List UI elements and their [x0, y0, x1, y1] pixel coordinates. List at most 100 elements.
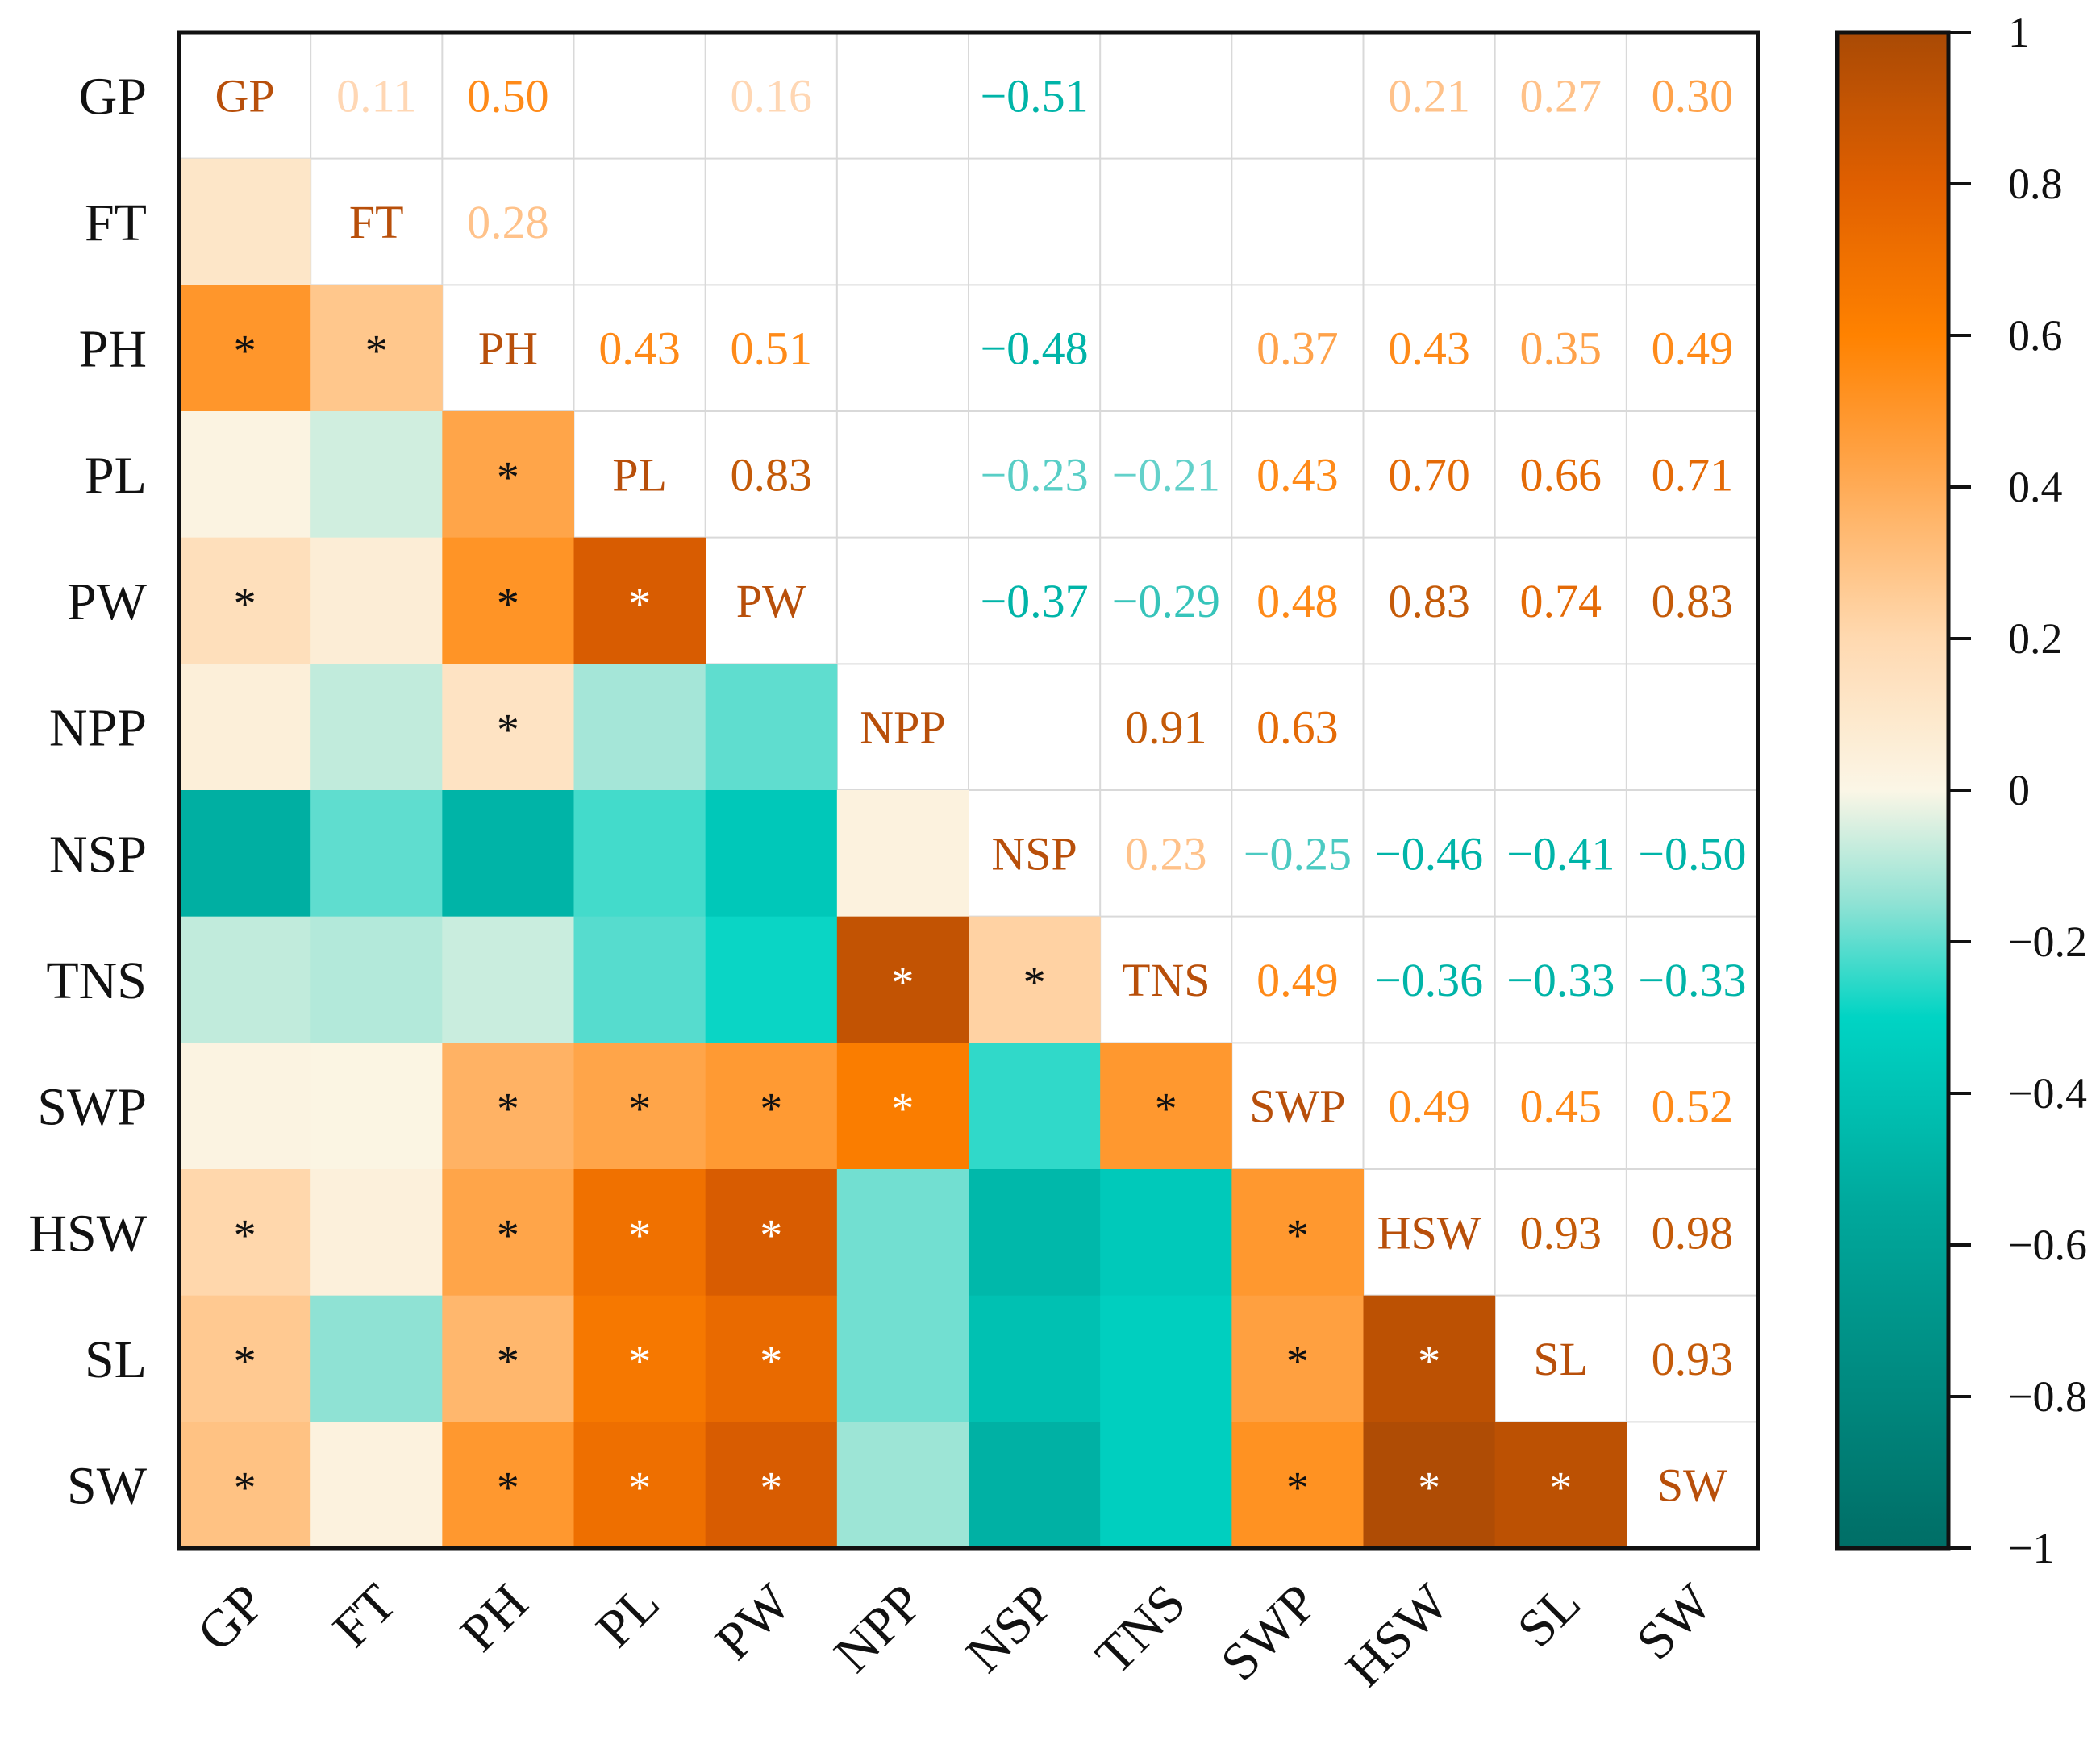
heatmap-cell-SWP-TNS [1100, 1043, 1232, 1170]
colorbar-ticks: 1 0.8 0.6 0.4 0.2 0 −0.2 −0.4 −0.6 −0.8 −1 [1948, 8, 2087, 1572]
heatmap-cell-NSP-GP [179, 790, 311, 918]
significance-star-SW-SL: * [1549, 1463, 1572, 1513]
significance-star-SW-SWP: * [1286, 1463, 1309, 1513]
correlation-value-GP-PW: 0.16 [731, 69, 813, 122]
diagonal-label-SWP-SWP: SWP [1249, 1080, 1345, 1133]
correlation-value-GP-FT: 0.11 [336, 69, 416, 122]
heatmap-cell-HSW-NSP [969, 1169, 1101, 1297]
heatmap-cell-SL-PH [442, 1295, 574, 1422]
heatmap-cell-TNS-PW [705, 916, 838, 1043]
heatmap-cell-SW-SL [1494, 1422, 1627, 1549]
colorbar-tick-label: −0.8 [2008, 1372, 2087, 1421]
correlation-value-SWP-SL: 0.45 [1520, 1080, 1602, 1133]
correlation-value-TNS-SW: −0.33 [1638, 954, 1746, 1006]
colorbar-tick-label: 0 [2008, 766, 2030, 814]
diagonal-label-PW-PW: PW [736, 575, 806, 627]
correlation-value-NSP-TNS: 0.23 [1125, 827, 1207, 880]
correlation-value-PH-HSW: 0.43 [1388, 323, 1470, 375]
heatmap-cell-NPP-PH [442, 664, 574, 791]
correlation-value-FT-PH: 0.28 [467, 196, 549, 248]
heatmap-cell-HSW-PH [442, 1169, 574, 1297]
correlation-value-SL-SW: 0.93 [1652, 1333, 1734, 1385]
correlation-value-TNS-SL: −0.33 [1506, 954, 1615, 1006]
heatmap-cell-SWP-NPP [836, 1043, 969, 1170]
correlation-value-NSP-SWP: −0.25 [1244, 827, 1352, 880]
heatmap-cell-HSW-PW [705, 1169, 838, 1297]
significance-star-SL-GP: * [234, 1337, 256, 1387]
correlation-value-PH-SL: 0.35 [1520, 323, 1602, 375]
row-label-PW: PW [67, 572, 148, 631]
significance-star-PW-GP: * [234, 579, 256, 629]
significance-star-SL-PW: * [760, 1337, 782, 1387]
significance-star-TNS-NSP: * [1023, 958, 1046, 1008]
column-label-FT: FT [322, 1573, 407, 1659]
correlation-value-GP-PH: 0.50 [467, 69, 549, 122]
column-label-PW: PW [704, 1572, 802, 1671]
heatmap-cell-PL-PH [442, 411, 574, 539]
row-label-NSP: NSP [49, 825, 147, 884]
column-labels: GP FT PH PL PW NPP NSP TNS SWP HSW SL SW [186, 1572, 1724, 1698]
correlation-value-SWP-HSW: 0.49 [1388, 1080, 1470, 1133]
heatmap-cell-TNS-PL [573, 916, 706, 1043]
heatmap-cell-SWP-PL [573, 1043, 706, 1170]
significance-star-SWP-PW: * [760, 1084, 782, 1134]
heatmap-cell-SWP-FT [310, 1043, 443, 1170]
colorbar-tick-label: −0.6 [2008, 1221, 2087, 1269]
row-label-TNS: TNS [46, 951, 147, 1010]
heatmap-cell-SWP-NSP [969, 1043, 1101, 1170]
heatmap-cell-TNS-GP [179, 916, 311, 1043]
significance-star-HSW-SWP: * [1286, 1210, 1309, 1260]
correlation-value-PL-SW: 0.71 [1652, 448, 1734, 501]
correlation-value-PW-SL: 0.74 [1520, 575, 1602, 627]
correlation-value-PW-SWP: 0.48 [1256, 575, 1339, 627]
correlation-value-PL-HSW: 0.70 [1388, 448, 1470, 501]
heatmap-cell-SL-NPP [836, 1295, 969, 1422]
correlation-value-GP-NSP: −0.51 [980, 69, 1088, 122]
row-label-SWP: SWP [37, 1078, 147, 1137]
significance-star-SWP-PH: * [497, 1084, 519, 1134]
column-label-SW: SW [1625, 1572, 1723, 1671]
heatmap-cell-TNS-NSP [969, 916, 1101, 1043]
correlation-value-PH-SW: 0.49 [1652, 323, 1734, 375]
correlation-value-NSP-SL: −0.41 [1506, 827, 1615, 880]
row-labels: GP FT PH PL PW NPP NSP TNS SWP HSW SL SW [28, 67, 147, 1515]
column-label-GP: GP [186, 1573, 276, 1663]
heatmap-cell-NSP-NPP [836, 790, 969, 918]
heatmap-cell-SL-SWP [1231, 1295, 1364, 1422]
diagonal-label-NSP-NSP: NSP [991, 827, 1077, 880]
row-label-NPP: NPP [49, 699, 147, 758]
diagonal-label-HSW-HSW: HSW [1377, 1206, 1481, 1259]
heatmap-cell-HSW-FT [310, 1169, 443, 1297]
correlation-value-PL-NSP: −0.23 [980, 448, 1088, 501]
heatmap-cell-HSW-GP [179, 1169, 311, 1297]
significance-star-SW-PL: * [628, 1463, 651, 1513]
correlation-value-GP-HSW: 0.21 [1388, 69, 1470, 122]
heatmap-cell-PW-PH [442, 537, 574, 664]
correlation-value-GP-SL: 0.27 [1520, 69, 1602, 122]
heatmap-cell-NPP-GP [179, 664, 311, 791]
significance-star-HSW-GP: * [234, 1210, 256, 1260]
diagonal-label-GP-GP: GP [215, 69, 275, 122]
heatmap-cell-SW-SWP [1231, 1422, 1364, 1549]
heatmap-cell-HSW-PL [573, 1169, 706, 1297]
colorbar-tick-label: 0.6 [2008, 311, 2063, 360]
heatmap-cell-PH-GP [179, 285, 311, 412]
correlation-value-PH-NSP: −0.48 [980, 323, 1088, 375]
correlation-value-NSP-HSW: −0.46 [1375, 827, 1483, 880]
significance-star-SL-SWP: * [1286, 1337, 1309, 1387]
row-label-FT: FT [85, 194, 147, 252]
row-label-GP: GP [79, 67, 147, 126]
correlation-value-PL-SL: 0.66 [1520, 448, 1602, 501]
colorbar-tick-label: 1 [2008, 8, 2030, 56]
significance-star-PW-PL: * [628, 579, 651, 629]
column-label-NSP: NSP [955, 1573, 1065, 1684]
heatmap-cell-SW-FT [310, 1422, 443, 1549]
heatmap-cell-NSP-FT [310, 790, 443, 918]
heatmap-cell-SW-PH [442, 1422, 574, 1549]
correlation-value-PH-PL: 0.43 [598, 323, 681, 375]
heatmap-cell-NPP-FT [310, 664, 443, 791]
correlation-value-PH-PW: 0.51 [731, 323, 813, 375]
column-label-PH: PH [449, 1573, 539, 1663]
column-label-SWP: SWP [1210, 1573, 1329, 1692]
colorbar-tick-label: −0.4 [2008, 1069, 2087, 1118]
